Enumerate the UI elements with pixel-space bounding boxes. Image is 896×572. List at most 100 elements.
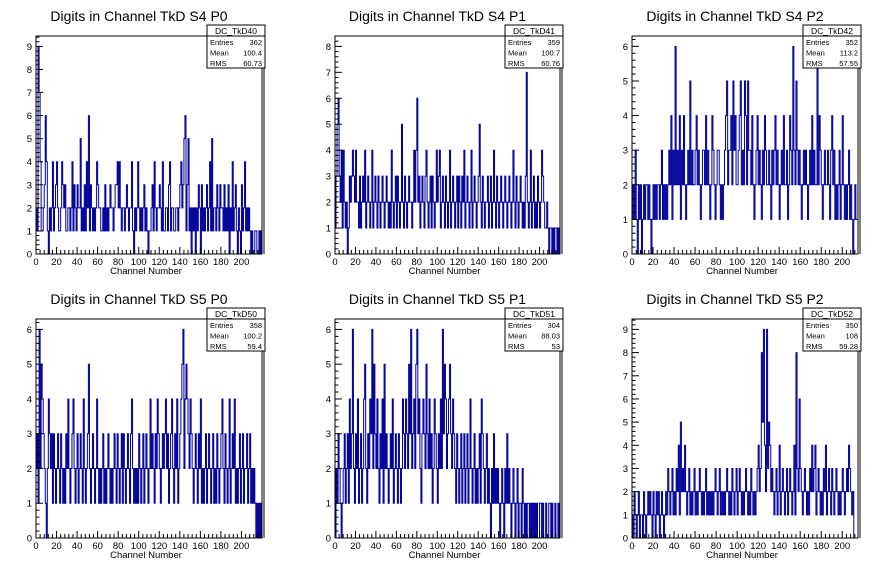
stats-value-entries: 362 [249, 38, 262, 47]
stats-label-entries: Entries [508, 321, 532, 330]
histogram-bin [463, 202, 464, 254]
y-tick-label: 3 [326, 429, 331, 440]
histogram-bin [145, 231, 146, 254]
histogram-bin [434, 228, 435, 254]
histogram-bin [675, 515, 676, 538]
histogram-bin [732, 185, 733, 254]
histogram-panel: Digits in Channel TkD S5 P00 20 40 60 80 100 1… [27, 291, 266, 561]
histogram-bin [804, 185, 805, 254]
histogram-bin [771, 492, 772, 538]
y-tick-label: 3 [27, 429, 32, 440]
histogram-bin [50, 231, 51, 254]
histogram-bin [707, 185, 708, 254]
stats-name: DC_TkD42 [811, 26, 853, 36]
histogram-bin [104, 503, 105, 538]
histogram-bin [734, 150, 735, 254]
histogram-bin [801, 219, 802, 254]
histogram-bin [830, 219, 831, 254]
x-tick-label: 60 [690, 257, 701, 268]
histogram-bin [83, 231, 84, 254]
histogram-bin [136, 231, 137, 254]
x-tick-label: 0 [629, 541, 634, 552]
histogram-bin [497, 503, 498, 538]
histogram-bin [856, 219, 857, 254]
histogram-bin [831, 515, 832, 538]
histogram-bin [508, 503, 509, 538]
histogram-bin [806, 515, 807, 538]
histogram-bin [667, 219, 668, 254]
stats-box-frame [504, 24, 564, 69]
histogram-bin [371, 434, 372, 538]
stats-label-entries: Entries [806, 321, 830, 330]
histogram-bin [788, 219, 789, 254]
histogram-bin [400, 503, 401, 538]
x-tick-label: 60 [391, 541, 402, 552]
histogram-bin [822, 219, 823, 254]
histogram-bin [826, 515, 827, 538]
x-tick-label: 100 [429, 541, 445, 552]
histogram-bin [70, 503, 71, 538]
histogram-bin [528, 228, 529, 254]
stats-value-rms: 53 [552, 342, 560, 351]
histogram-bin [99, 208, 100, 254]
histogram-bin [376, 468, 377, 538]
x-tick-label: 60 [92, 541, 103, 552]
histogram-bin [462, 503, 463, 538]
y-tick-label: 0 [27, 250, 32, 261]
histogram-bin [441, 468, 442, 538]
plot-frame [35, 35, 263, 255]
histogram-bin [410, 202, 411, 254]
histogram-bin [379, 503, 380, 538]
histogram-bin [782, 185, 783, 254]
histogram-bin [235, 503, 236, 538]
histogram-bin [468, 503, 469, 538]
histogram-bin [415, 202, 416, 254]
histogram-bin [203, 503, 204, 538]
y-tick-label: 3 [623, 464, 628, 475]
histogram-bin [421, 503, 422, 538]
histogram-bin [418, 434, 419, 538]
histogram-bin [412, 468, 413, 538]
x-tick-label: 180 [511, 541, 527, 552]
histogram-bin [763, 185, 764, 254]
x-axis-label: Channel Number [110, 550, 182, 561]
x-tick-label: 140 [771, 257, 787, 268]
histogram-bin [656, 219, 657, 254]
histogram-bin [166, 468, 167, 538]
stats-name: DC_TkD50 [215, 309, 257, 319]
stats-label-mean: Mean [210, 332, 229, 341]
histogram-bin [768, 185, 769, 254]
histogram-bin [223, 231, 224, 254]
histogram-bin [227, 503, 228, 538]
y-tick-label: 2 [623, 487, 628, 498]
histogram-bin [456, 503, 457, 538]
x-tick-label: 0 [332, 257, 337, 268]
x-tick-label: 120 [750, 257, 766, 268]
histogram-panel: Digits in Channel TkD S5 P20 20 40 60 80 100 1… [623, 291, 862, 561]
x-tick-label: 0 [33, 541, 38, 552]
histogram-bin [484, 228, 485, 254]
stats-value-entries: 358 [249, 321, 262, 330]
histogram-bin [356, 468, 357, 538]
histogram-bin [407, 228, 408, 254]
x-tick-label: 100 [729, 541, 745, 552]
histogram-bin [720, 219, 721, 254]
y-tick-label: 6 [326, 325, 331, 336]
histogram-bin [178, 503, 179, 538]
histogram-bin [405, 468, 406, 538]
histogram-bin [224, 503, 225, 538]
histogram-bin [104, 231, 105, 254]
y-tick-label: 3 [27, 180, 32, 191]
x-axis-label: Channel Number [706, 550, 778, 561]
stats-value-entries: 304 [547, 321, 560, 330]
x-tick-label: 0 [332, 541, 337, 552]
histogram-bin [761, 219, 762, 254]
x-tick-label: 20 [350, 541, 361, 552]
y-tick-label: 7 [326, 68, 331, 79]
x-axis-label: Channel Number [409, 550, 481, 561]
histogram-bin [536, 228, 537, 254]
histogram-bin [694, 185, 695, 254]
histogram-bin [700, 219, 701, 254]
histogram-bin [67, 468, 68, 538]
histogram-bin [717, 515, 718, 538]
